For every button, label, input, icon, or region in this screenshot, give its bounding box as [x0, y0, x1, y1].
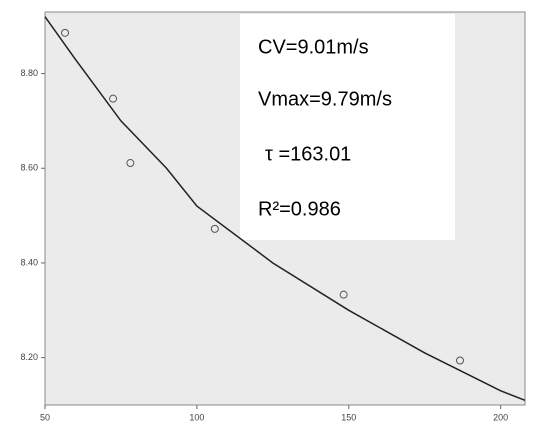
y-tick-label: 8.60: [20, 163, 38, 173]
point: [455, 356, 464, 365]
x-tick-label: 150: [341, 412, 356, 422]
point: [109, 94, 118, 103]
fit-line: [44, 16, 526, 401]
point: [126, 159, 135, 168]
y-tick-label: 8.20: [20, 352, 38, 362]
y-tick-label: 8.40: [20, 257, 38, 267]
x-tick-label: 200: [493, 412, 508, 422]
point: [61, 28, 70, 37]
point: [210, 224, 219, 233]
point: [339, 290, 348, 299]
annotation: R²=0.986: [258, 198, 341, 220]
y-tick-label: 8.80: [20, 68, 38, 78]
annotation-box: [240, 14, 455, 240]
x-tick-label: 100: [189, 412, 204, 422]
annotation: Vmax=9.79m/s: [258, 88, 392, 110]
annotation: CV=9.01m/s: [258, 36, 369, 58]
x-tick-label: 50: [40, 412, 50, 422]
annotation: τ =163.01: [265, 143, 351, 165]
